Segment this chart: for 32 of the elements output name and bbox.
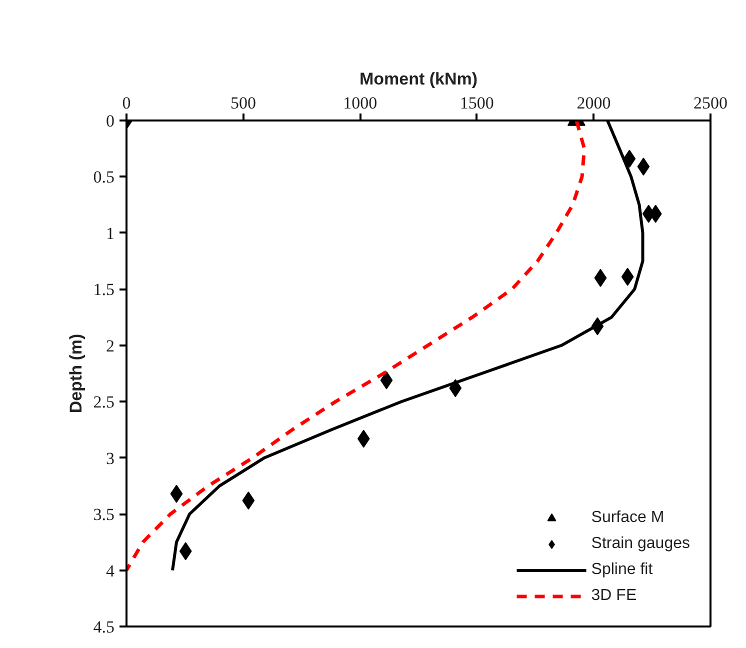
x-tick-label: 0 [122, 94, 131, 112]
point [623, 150, 636, 168]
point [637, 158, 650, 176]
x-tick-label: 1500 [460, 94, 494, 112]
legend-label: Spline fit [591, 561, 653, 579]
y-tick-label: 2.5 [93, 392, 114, 412]
y-tick-label: 3.5 [93, 505, 114, 524]
y-tick-label: 3 [106, 448, 114, 468]
point [621, 268, 634, 286]
y-tick-label: 1 [106, 224, 114, 243]
y-tick-label: 4 [106, 561, 115, 580]
legend-label: Strain gauges [591, 535, 690, 553]
line-series [126, 120, 586, 572]
y-tick-label: 4.5 [93, 618, 114, 636]
point [594, 268, 607, 287]
x-tick-label: 2500 [694, 94, 728, 112]
y-axis-title: Depth (m) [66, 334, 86, 414]
point [170, 484, 183, 503]
point [179, 542, 192, 560]
point [357, 430, 370, 448]
legend-label: 3D FE [591, 587, 637, 605]
y-tick-label: 2 [106, 336, 114, 356]
x-tick-label: 500 [230, 94, 256, 112]
x-tick-label: 2000 [576, 94, 611, 112]
y-tick-label: 1.5 [93, 280, 114, 300]
point [380, 371, 393, 390]
legend-label: Surface M [591, 509, 664, 527]
x-axis-title: Moment (kNm) [359, 70, 478, 88]
y-tick-label: 0 [106, 112, 114, 130]
point [242, 492, 255, 510]
x-tick-label: 1000 [343, 94, 378, 112]
y-tick-label: 0.5 [93, 168, 114, 187]
